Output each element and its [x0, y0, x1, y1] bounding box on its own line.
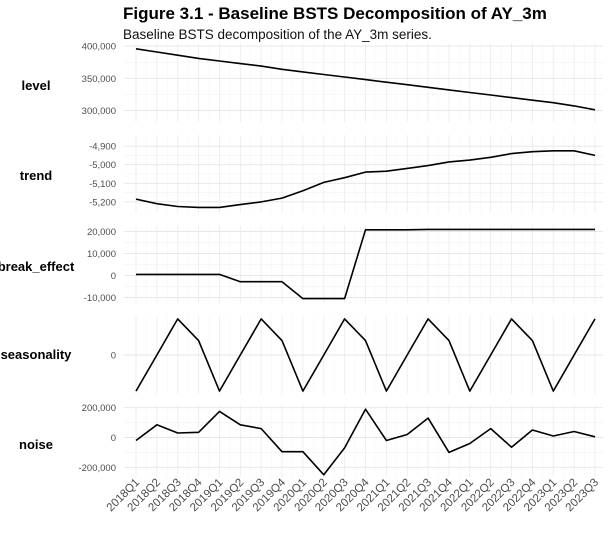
y-tick-label: -5,000: [89, 160, 116, 171]
y-tick-label: 20,000: [87, 227, 116, 238]
panel-label-break_effect: break_effect: [0, 259, 75, 274]
y-tick-label: -200,000: [78, 463, 116, 474]
y-tick-label: 0: [111, 433, 116, 444]
panel-label-seasonality: seasonality: [1, 347, 73, 362]
y-tick-label: 0: [111, 271, 116, 282]
panel-label-noise: noise: [19, 437, 53, 452]
series-line-level: [135, 48, 596, 111]
y-tick-label: 350,000: [82, 74, 116, 85]
y-tick-label: -10,000: [84, 293, 116, 304]
y-tick-label: 10,000: [87, 249, 116, 260]
chart-subtitle: Baseline BSTS decomposition of the AY_3m…: [123, 27, 432, 42]
series-line-seasonality: [135, 318, 596, 392]
panel-label-level: level: [22, 78, 51, 93]
series-line-noise: [135, 408, 596, 476]
y-tick-label: 400,000: [82, 42, 116, 53]
y-tick-label: -5,200: [89, 197, 116, 208]
y-tick-label: 300,000: [82, 106, 116, 117]
series-line-break_effect: [136, 228, 595, 300]
y-tick-label: -5,100: [89, 179, 116, 190]
panel-label-trend: trend: [20, 168, 53, 183]
y-tick-label: -4,900: [89, 142, 116, 153]
y-tick-label: 200,000: [82, 403, 116, 414]
y-tick-label: 0: [111, 351, 116, 362]
chart-title: Figure 3.1 - Baseline BSTS Decomposition…: [123, 4, 547, 23]
series-line-trend: [135, 150, 596, 209]
